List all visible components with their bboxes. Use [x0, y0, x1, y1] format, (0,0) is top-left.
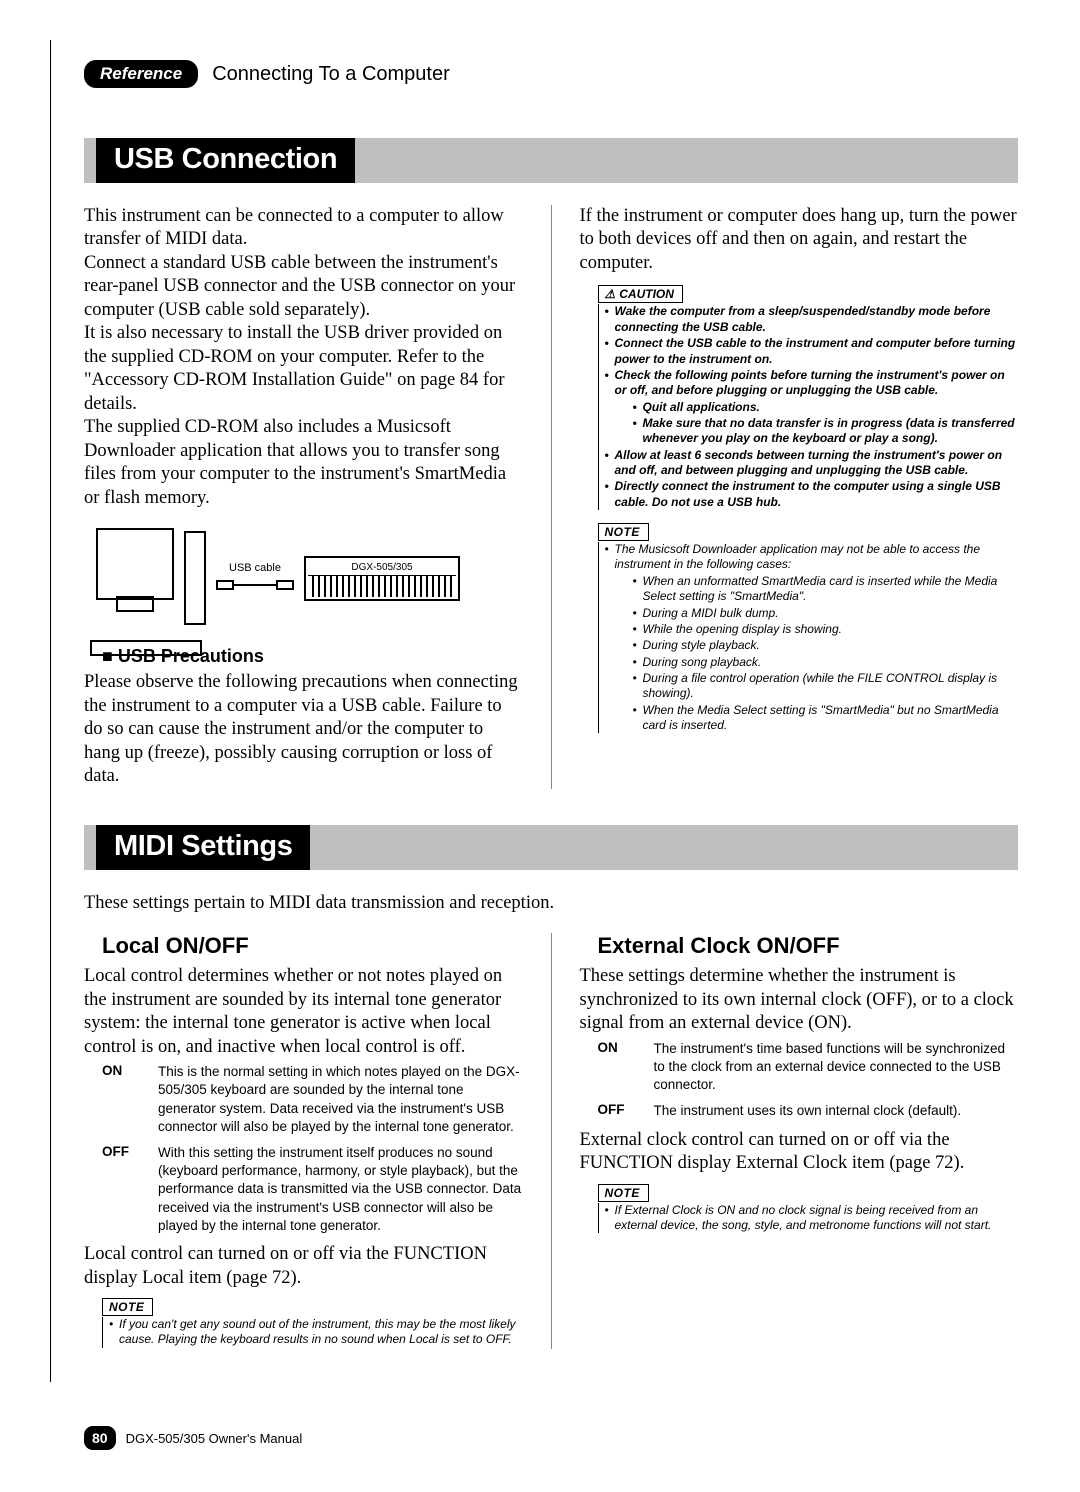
usb-intro-p3: It is also necessary to install the USB … — [84, 322, 523, 416]
column-divider — [551, 933, 552, 1349]
ext-note: If External Clock is ON and no clock sig… — [598, 1203, 1019, 1234]
caution-list: Wake the computer from a sleep/suspended… — [598, 304, 1019, 510]
usb-intro-p1: This instrument can be connected to a co… — [84, 205, 523, 252]
note-subitem: When the Media Select setting is "SmartM… — [633, 703, 1019, 734]
caution-item: Wake the computer from a sleep/suspended… — [605, 304, 1019, 335]
page-edge-rule — [50, 40, 51, 1382]
usb-diagram: USB cable DGX-505/305 — [96, 528, 523, 628]
page-number: 80 — [84, 1426, 116, 1450]
note-label: NOTE — [598, 1184, 649, 1202]
column-divider — [551, 205, 552, 789]
note-subitem: During song playback. — [633, 655, 1019, 670]
on-label: ON — [598, 1040, 642, 1095]
computer-tower-icon — [184, 531, 206, 625]
local-text2: Local control can turned on or off via t… — [84, 1243, 523, 1290]
section-banner-midi: MIDI Settings — [84, 825, 1018, 870]
off-label: OFF — [102, 1144, 146, 1235]
ext-off-desc: The instrument uses its own internal clo… — [654, 1102, 962, 1120]
midi-intro: These settings pertain to MIDI data tran… — [84, 892, 1018, 915]
doc-title: DGX-505/305 Owner's Manual — [126, 1431, 303, 1446]
warning-triangle-icon: ⚠ — [605, 287, 616, 301]
note-label: NOTE — [598, 523, 649, 541]
local-heading: Local ON/OFF — [102, 933, 523, 959]
section-title-usb: USB Connection — [96, 138, 355, 183]
caution-item: Check the following points before turnin… — [605, 368, 1019, 399]
ext-off-row: OFF The instrument uses its own internal… — [598, 1102, 1019, 1120]
note-lead: The Musicsoft Downloader application may… — [605, 542, 1019, 573]
usb-cable-icon — [216, 576, 294, 594]
instrument-icon: DGX-505/305 — [304, 556, 460, 601]
caution-item: Connect the USB cable to the instrument … — [605, 336, 1019, 367]
note-subitem: During a MIDI bulk dump. — [633, 606, 1019, 621]
usb-intro-p4: The supplied CD-ROM also includes a Musi… — [84, 416, 523, 510]
ext-on-row: ON The instrument's time based functions… — [598, 1040, 1019, 1095]
extclock-heading: External Clock ON/OFF — [598, 933, 1019, 959]
caution-item: Directly connect the instrument to the c… — [605, 479, 1019, 510]
caution-subitem: Quit all applications. — [633, 400, 1019, 415]
extclock-text: These settings determine whether the ins… — [580, 965, 1019, 1035]
note-list: The Musicsoft Downloader application may… — [598, 542, 1019, 733]
local-note-item: If you can't get any sound out of the in… — [109, 1317, 523, 1348]
page-footer: 80 DGX-505/305 Owner's Manual — [84, 1426, 302, 1450]
reference-tab: Reference — [84, 60, 198, 88]
caution-label: ⚠CAUTION — [598, 285, 683, 303]
section-title-midi: MIDI Settings — [96, 825, 310, 870]
local-off-row: OFF With this setting the instrument its… — [102, 1144, 523, 1235]
usb-intro-p2: Connect a standard USB cable between the… — [84, 252, 523, 322]
ext-note-item: If External Clock is ON and no clock sig… — [605, 1203, 1019, 1234]
on-label: ON — [102, 1063, 146, 1136]
note-subitem: When an unformatted SmartMedia card is i… — [633, 574, 1019, 605]
computer-monitor-icon — [96, 528, 174, 600]
local-off-desc: With this setting the instrument itself … — [158, 1144, 523, 1235]
local-on-desc: This is the normal setting in which note… — [158, 1063, 523, 1136]
extclock-text2: External clock control can turned on or … — [580, 1129, 1019, 1176]
note-subitem: During a file control operation (while t… — [633, 671, 1019, 702]
note-label: NOTE — [102, 1298, 153, 1316]
usb-columns: This instrument can be connected to a co… — [84, 205, 1018, 789]
note-subitem: During style playback. — [633, 638, 1019, 653]
local-on-row: ON This is the normal setting in which n… — [102, 1063, 523, 1136]
usb-cable-label: USB cable — [229, 562, 281, 574]
header: Reference Connecting To a Computer — [84, 60, 1018, 88]
off-label: OFF — [598, 1102, 642, 1120]
local-text: Local control determines whether or not … — [84, 965, 523, 1059]
usb-hang-text: If the instrument or computer does hang … — [580, 205, 1019, 275]
chapter-title: Connecting To a Computer — [212, 63, 450, 86]
local-note: If you can't get any sound out of the in… — [102, 1317, 523, 1348]
instrument-model-label: DGX-505/305 — [308, 560, 456, 575]
usb-intro: This instrument can be connected to a co… — [84, 205, 523, 510]
usb-precautions-text: Please observe the following precautions… — [84, 671, 523, 788]
caution-subitem: Make sure that no data transfer is in pr… — [633, 416, 1019, 447]
note-subitem: While the opening display is showing. — [633, 622, 1019, 637]
computer-keyboard-icon — [90, 640, 202, 656]
caution-item: Allow at least 6 seconds between turning… — [605, 448, 1019, 479]
section-banner-usb: USB Connection — [84, 138, 1018, 183]
ext-on-desc: The instrument's time based functions wi… — [654, 1040, 1019, 1095]
midi-columns: Local ON/OFF Local control determines wh… — [84, 933, 1018, 1349]
